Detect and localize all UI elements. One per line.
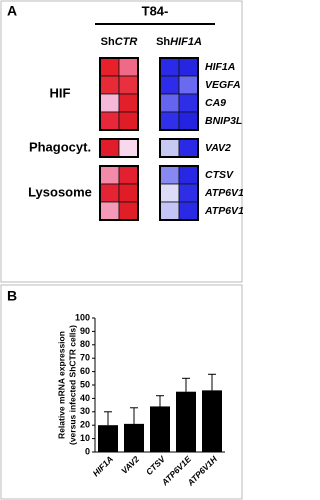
heat-cell (159, 138, 180, 158)
heat-cell (99, 57, 120, 77)
gene-label: VAV2 (205, 142, 231, 154)
heat-cell (99, 165, 120, 185)
gene-label: ATP6V1E (204, 205, 243, 217)
group-label: Phagocyt. (29, 139, 91, 154)
y-tick-label: 40 (80, 393, 90, 403)
block-frame (99, 138, 139, 158)
heat-cell (159, 75, 180, 95)
block-frame (99, 165, 139, 221)
block-frame (99, 57, 139, 131)
heatmap-title: T84- (142, 3, 169, 18)
y-tick-label: 20 (80, 420, 90, 430)
heat-cell (178, 183, 199, 203)
column-label-part: CTR (115, 36, 138, 48)
group-label: HIF (50, 85, 71, 100)
gene-label: VEGFA (205, 79, 241, 91)
column-label-part: Sh (101, 36, 115, 48)
block-frame (159, 138, 199, 158)
heat-cell (178, 93, 199, 113)
heat-cell (159, 201, 180, 221)
y-tick-label: 0 (85, 446, 90, 456)
heat-cell (159, 165, 180, 185)
heat-cell (178, 75, 199, 95)
heat-cell (99, 201, 120, 221)
column-label: ShHIF1A (156, 36, 202, 48)
heat-cell (178, 201, 199, 221)
gene-label: BNIP3L (205, 115, 242, 127)
column-label-part: Sh (156, 36, 170, 48)
y-axis-label: Relative mRNA expression (56, 331, 66, 439)
heat-cell (178, 165, 199, 185)
heat-cell (159, 183, 180, 203)
block-frame (159, 57, 199, 131)
heat-cell (159, 57, 180, 77)
heat-cell (159, 111, 180, 131)
heat-cell (118, 138, 139, 158)
column-label-part: HIF1A (170, 36, 202, 48)
y-tick-label: 70 (80, 353, 90, 363)
panel-label: A (7, 3, 17, 19)
bar (124, 423, 144, 452)
heat-cell (118, 75, 139, 95)
y-tick-label: 30 (80, 406, 90, 416)
bar (150, 406, 170, 452)
y-tick-label: 60 (80, 366, 90, 376)
heat-cell (99, 93, 120, 113)
bar (98, 425, 118, 452)
heat-cell (118, 183, 139, 203)
panel-label: B (7, 288, 17, 304)
heat-cell (118, 57, 139, 77)
gene-label: ATP6V1H (204, 187, 243, 199)
y-tick-label: 100 (75, 312, 90, 322)
column-label: ShCTR (101, 36, 138, 48)
heat-cell (99, 138, 120, 158)
x-tick-label: CTSV (144, 453, 168, 477)
heat-cell (178, 138, 199, 158)
bar (176, 391, 196, 452)
heat-cell (118, 93, 139, 113)
x-tick-label: HIF1A (91, 454, 115, 478)
y-tick-label: 80 (80, 339, 90, 349)
heat-cell (118, 201, 139, 221)
heat-cell (118, 111, 139, 131)
heat-cell (99, 183, 120, 203)
heat-cell (99, 111, 120, 131)
x-tick-label: VAV2 (119, 454, 141, 476)
panel-b-frame (0, 284, 243, 500)
figure: A T84- B ShCTR ShHIF1AHIFHIF1AVEGFACA9BNI… (0, 0, 243, 500)
heat-cell (178, 57, 199, 77)
group-label: Lysosome (28, 184, 92, 199)
heat-cell (118, 165, 139, 185)
gene-label: CTSV (205, 169, 234, 181)
heat-cell (159, 93, 180, 113)
block-frame (159, 165, 199, 221)
panel-a-frame (0, 0, 243, 283)
heat-cell (178, 111, 199, 131)
y-tick-label: 50 (80, 379, 90, 389)
heat-cell (99, 75, 120, 95)
y-axis-label: (versus infected ShCTR cells) (67, 325, 77, 445)
bar (202, 390, 222, 452)
y-tick-label: 90 (80, 326, 90, 336)
gene-label: HIF1A (205, 61, 235, 73)
y-tick-label: 10 (80, 433, 90, 443)
gene-label: CA9 (205, 97, 226, 109)
